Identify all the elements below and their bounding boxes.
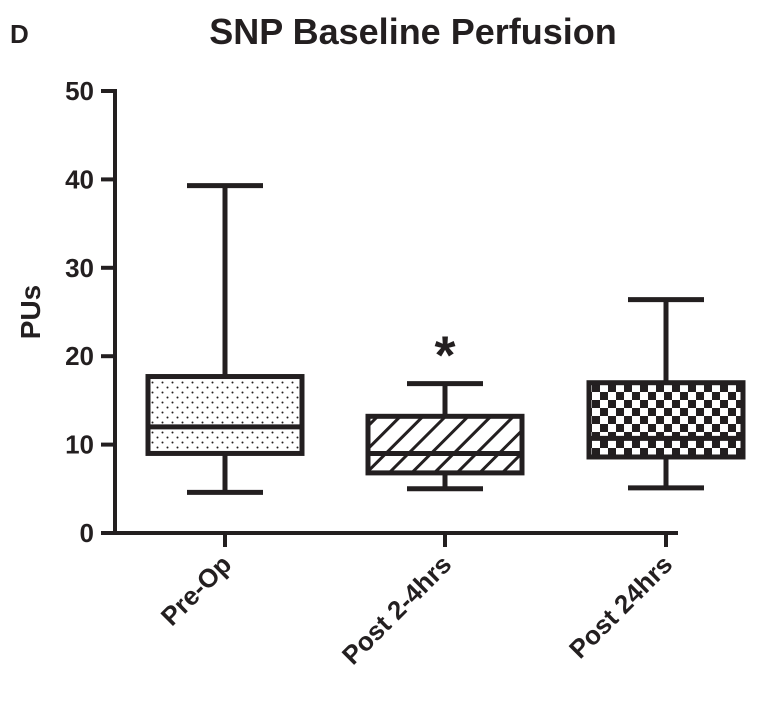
y-tick-label: 30	[65, 253, 94, 283]
box-post-24hrs	[586, 297, 746, 491]
iqr-box	[365, 413, 525, 476]
chart-title: SNP Baseline Perfusion	[209, 11, 616, 52]
box-post-2-4hrs	[365, 381, 525, 492]
significance-asterisk: *	[434, 326, 455, 386]
iqr-box	[145, 374, 305, 456]
y-tick-label: 20	[65, 341, 94, 371]
x-ticks: Pre-Op Post 2-4hrs Post 24hrs	[155, 533, 678, 670]
box-pre-op	[145, 183, 305, 495]
x-tick-label: Post 2-4hrs	[336, 549, 457, 670]
panel-label: D	[10, 19, 29, 49]
y-tick-label: 40	[65, 164, 94, 194]
iqr-box	[586, 380, 746, 460]
y-tick-label: 0	[80, 518, 94, 548]
y-tick-label: 50	[65, 76, 94, 106]
annotations: *	[434, 326, 455, 386]
x-tick-label: Pre-Op	[155, 549, 238, 632]
y-ticks: 0 10 20 30 40 50	[65, 76, 115, 548]
x-tick-label: Post 24hrs	[563, 549, 678, 664]
y-axis-label: PUs	[15, 285, 46, 339]
y-tick-label: 10	[65, 430, 94, 460]
boxes	[145, 183, 746, 495]
